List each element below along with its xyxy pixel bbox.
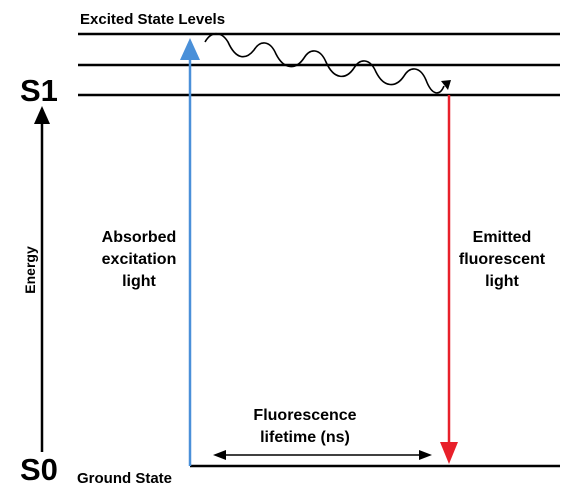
excited-state-levels-title: Excited State Levels <box>80 11 226 28</box>
absorbed-label-line-2: excitation <box>101 251 177 268</box>
emitted-fluorescent-light-label: Emitted fluorescent light <box>452 227 552 293</box>
lifetime-label-line-2: lifetime (ns) <box>260 429 350 446</box>
emitted-label-line-1: Emitted <box>472 229 532 246</box>
energy-axis-arrowhead <box>34 106 50 124</box>
energy-axis-label: Energy <box>22 246 38 294</box>
fluorescence-lifetime-label: Fluorescence lifetime (ns) <box>240 405 370 449</box>
lifetime-arrowhead-left <box>213 450 226 460</box>
s1-label: S1 <box>20 73 58 108</box>
ground-state-label: Ground State <box>77 470 173 487</box>
emitted-arrowhead <box>440 442 458 464</box>
absorbed-label-line-1: Absorbed <box>101 229 177 246</box>
s0-label: S0 <box>20 452 58 487</box>
absorbed-arrowhead <box>180 38 200 60</box>
emitted-label-line-3: light <box>485 273 519 290</box>
lifetime-label-line-1: Fluorescence <box>253 407 357 424</box>
wave-arrowhead <box>441 80 451 90</box>
lifetime-arrowhead-right <box>419 450 432 460</box>
absorbed-label-line-3: light <box>122 273 156 290</box>
emitted-label-line-2: fluorescent <box>458 251 546 268</box>
absorbed-excitation-light-label: Absorbed excitation light <box>94 227 184 293</box>
vibrational-relaxation-wave <box>204 32 445 94</box>
